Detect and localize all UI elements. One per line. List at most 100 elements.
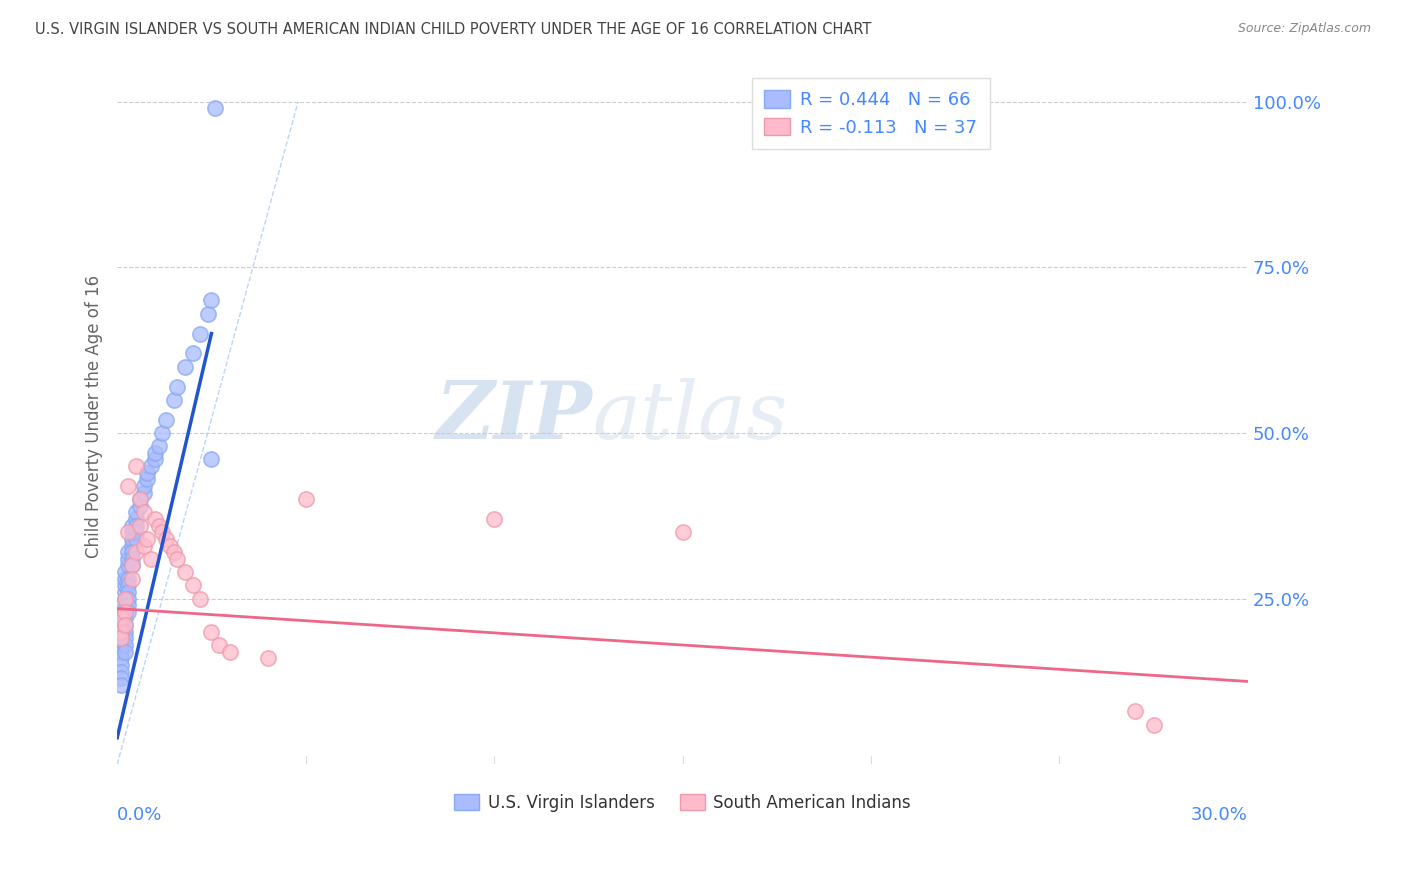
Point — [125, 512, 148, 526]
Point — [155, 413, 177, 427]
Point — [125, 545, 148, 559]
Point — [114, 618, 136, 632]
Point — [139, 552, 162, 566]
Point — [159, 539, 181, 553]
Point — [208, 638, 231, 652]
Point — [110, 651, 132, 665]
Text: Source: ZipAtlas.com: Source: ZipAtlas.com — [1237, 22, 1371, 36]
Point — [117, 572, 139, 586]
Point — [128, 518, 150, 533]
Point — [117, 605, 139, 619]
Point — [114, 638, 136, 652]
Point — [110, 671, 132, 685]
Point — [188, 591, 211, 606]
Point — [114, 591, 136, 606]
Point — [132, 479, 155, 493]
Point — [110, 645, 132, 659]
Point — [125, 532, 148, 546]
Point — [1123, 704, 1146, 718]
Text: 0.0%: 0.0% — [117, 806, 163, 824]
Point — [200, 624, 222, 639]
Point — [125, 459, 148, 474]
Point — [114, 578, 136, 592]
Point — [1142, 717, 1164, 731]
Point — [117, 525, 139, 540]
Point — [110, 638, 132, 652]
Point — [155, 532, 177, 546]
Point — [148, 518, 170, 533]
Point — [110, 632, 132, 646]
Point — [121, 552, 143, 566]
Point — [114, 572, 136, 586]
Point — [114, 605, 136, 619]
Point — [110, 611, 132, 625]
Point — [166, 379, 188, 393]
Point — [110, 678, 132, 692]
Point — [181, 578, 204, 592]
Point — [671, 525, 693, 540]
Point — [114, 585, 136, 599]
Point — [136, 466, 159, 480]
Text: ZIP: ZIP — [436, 377, 592, 455]
Y-axis label: Child Poverty Under the Age of 16: Child Poverty Under the Age of 16 — [86, 275, 103, 558]
Legend: U.S. Virgin Islanders, South American Indians: U.S. Virgin Islanders, South American In… — [447, 788, 917, 819]
Point — [174, 359, 197, 374]
Point — [128, 492, 150, 507]
Point — [117, 578, 139, 592]
Point — [110, 618, 132, 632]
Point — [110, 624, 132, 639]
Point — [110, 599, 132, 613]
Point — [114, 565, 136, 579]
Point — [143, 446, 166, 460]
Point — [121, 525, 143, 540]
Point — [148, 439, 170, 453]
Point — [136, 472, 159, 486]
Point — [121, 518, 143, 533]
Point — [117, 552, 139, 566]
Point — [114, 632, 136, 646]
Point — [114, 591, 136, 606]
Text: 30.0%: 30.0% — [1191, 806, 1249, 824]
Point — [219, 645, 242, 659]
Point — [125, 525, 148, 540]
Point — [166, 552, 188, 566]
Point — [121, 558, 143, 573]
Point — [294, 492, 316, 507]
Point — [121, 572, 143, 586]
Point — [110, 665, 132, 679]
Point — [128, 492, 150, 507]
Point — [117, 585, 139, 599]
Point — [117, 558, 139, 573]
Point — [200, 452, 222, 467]
Point — [132, 485, 155, 500]
Point — [117, 591, 139, 606]
Point — [114, 605, 136, 619]
Point — [163, 545, 186, 559]
Point — [132, 506, 155, 520]
Point — [121, 545, 143, 559]
Point — [152, 525, 174, 540]
Point — [121, 539, 143, 553]
Point — [114, 624, 136, 639]
Point — [188, 326, 211, 341]
Point — [136, 532, 159, 546]
Point — [200, 293, 222, 308]
Point — [152, 425, 174, 440]
Point — [132, 539, 155, 553]
Point — [163, 392, 186, 407]
Point — [110, 611, 132, 625]
Text: atlas: atlas — [592, 377, 787, 455]
Point — [117, 545, 139, 559]
Point — [110, 657, 132, 672]
Point — [110, 624, 132, 639]
Point — [121, 558, 143, 573]
Point — [143, 452, 166, 467]
Point — [117, 479, 139, 493]
Point — [125, 518, 148, 533]
Point — [114, 645, 136, 659]
Text: U.S. VIRGIN ISLANDER VS SOUTH AMERICAN INDIAN CHILD POVERTY UNDER THE AGE OF 16 : U.S. VIRGIN ISLANDER VS SOUTH AMERICAN I… — [35, 22, 872, 37]
Point — [117, 599, 139, 613]
Point — [114, 611, 136, 625]
Point — [143, 512, 166, 526]
Point — [121, 532, 143, 546]
